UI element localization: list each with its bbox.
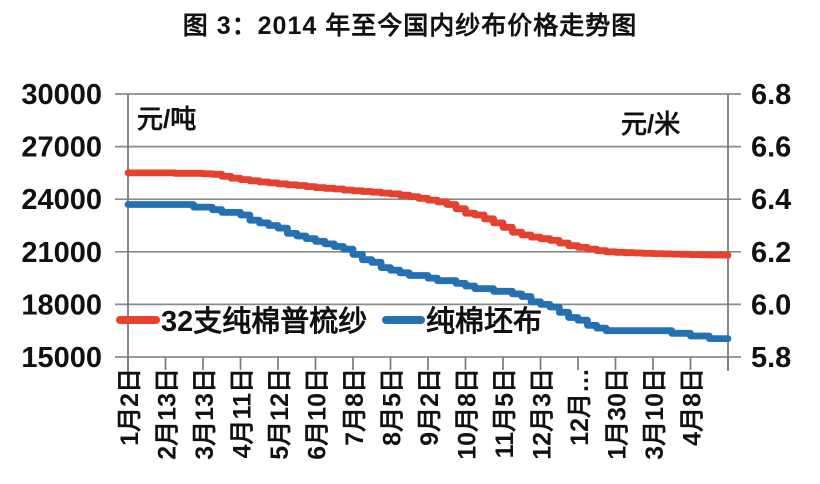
x-axis-tick-label: 3月10日	[641, 368, 669, 460]
legend-label-0: 32支纯棉普梳纱	[161, 304, 367, 338]
x-axis-tick-label: 12月…	[566, 368, 594, 446]
x-axis-tick-label: 1月2日	[116, 368, 144, 446]
left-axis-unit: 元/吨	[137, 104, 196, 134]
right-axis-tick-label: 6.0	[751, 289, 791, 321]
left-axis-tick-label: 24000	[21, 184, 102, 216]
x-axis-tick-label: 2月13日	[154, 368, 182, 460]
right-axis-tick-label: 6.8	[751, 79, 791, 111]
series-line-1	[124, 201, 732, 342]
left-axis-tick-label: 27000	[21, 132, 102, 164]
series-line-0	[124, 169, 732, 259]
legend-label-1: 纯棉坯布	[426, 305, 542, 338]
x-axis-tick-label: 3月13日	[191, 368, 219, 460]
x-axis-tick-label: 7月8日	[341, 368, 369, 446]
x-axis-tick-label: 5月12日	[266, 368, 294, 460]
left-axis-tick-label: 18000	[21, 289, 102, 321]
x-axis-tick-label: 4月11日	[229, 368, 257, 458]
left-axis-tick-label: 30000	[21, 79, 102, 111]
right-axis-tick-label: 6.4	[751, 184, 791, 216]
right-axis-tick-label: 6.6	[751, 132, 791, 164]
x-axis-tick-label: 11月5日	[491, 368, 519, 458]
x-axis-tick-label: 10月8日	[454, 368, 482, 460]
right-axis-unit: 元/米	[621, 109, 680, 139]
x-axis-tick-label: 8月5日	[379, 368, 407, 446]
right-axis-tick-label: 5.8	[751, 342, 791, 374]
left-axis-tick-label: 15000	[21, 342, 102, 374]
x-axis-tick-label: 6月10日	[304, 368, 332, 460]
x-axis-tick-label: 1月30日	[604, 368, 632, 460]
chart-title: 图 3：2014 年至今国内纱布价格走势图	[182, 12, 638, 40]
x-axis-tick-label: 4月8日	[679, 368, 707, 446]
left-axis-tick-label: 21000	[21, 237, 102, 269]
x-axis-tick-label: 9月2日	[416, 368, 444, 446]
right-axis-tick-label: 6.2	[751, 237, 791, 269]
x-axis-tick-label: 12月3日	[529, 368, 557, 460]
